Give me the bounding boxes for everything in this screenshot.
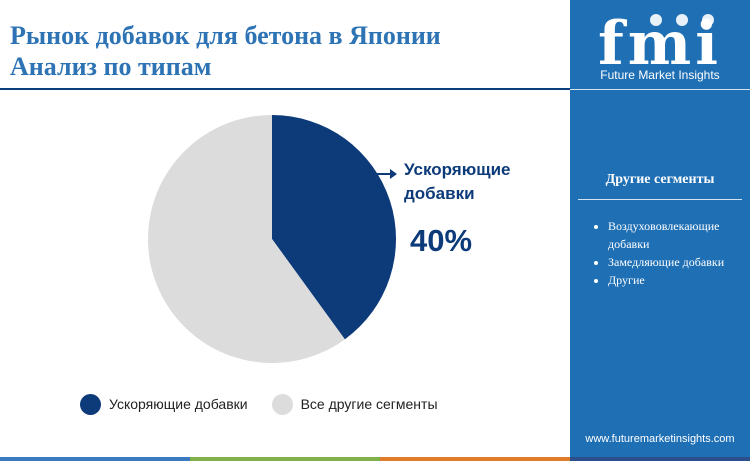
other-segments-list: Воздухововлекающие добавки Замедляющие д… — [590, 217, 750, 289]
callout-value: 40% — [410, 223, 472, 258]
callout-label-line-1: Ускоряющие — [404, 160, 510, 179]
sidebar-divider-segments — [578, 199, 742, 200]
title-divider — [0, 88, 570, 90]
sidebar-divider-top — [570, 89, 750, 90]
logo-globe-icon — [650, 14, 662, 26]
page-title: Рынок добавок для бетона в Японии Анализ… — [10, 20, 555, 82]
legend-swatch-other — [271, 393, 293, 415]
segment-item: Воздухововлекающие добавки — [608, 217, 750, 253]
legend-label-accelerating: Ускоряющие добавки — [109, 396, 248, 412]
callout: Ускоряющие добавки 40% — [376, 160, 510, 258]
legend-swatch-accelerating — [80, 393, 101, 415]
title-line-1: Рынок добавок для бетона в Японии — [10, 21, 441, 50]
website-url[interactable]: www.futuremarketinsights.com — [585, 433, 735, 445]
bottom-bar-segment — [0, 457, 190, 461]
legend-label-other: Все другие сегменты — [300, 396, 438, 412]
legend-item-accelerating: Ускоряющие добавки — [80, 393, 248, 415]
pie-chart: Ускоряющие добавки 40% — [0, 95, 570, 385]
logo-globe-icon-2 — [676, 14, 688, 26]
bottom-bar-segment — [190, 457, 380, 461]
fmi-logo: fmi — [598, 9, 718, 79]
chart-legend: Ускоряющие добавки Все другие сегменты — [80, 392, 462, 416]
bottom-bar-segment — [380, 457, 570, 461]
sidebar: fmi Future Market Insights Другие сегмен… — [570, 0, 750, 461]
bottom-color-bar — [0, 457, 750, 461]
logo-globe-icon-3 — [702, 14, 714, 26]
pie-slice-accelerating — [272, 115, 396, 340]
callout-label-line-2: добавки — [404, 184, 475, 203]
pie-slice-other — [148, 115, 345, 363]
segment-item: Другие — [608, 271, 750, 289]
legend-item-other: Все другие сегменты — [271, 393, 438, 415]
callout-arrow-head — [390, 169, 397, 179]
bottom-bar-segment — [570, 457, 750, 461]
segment-item: Замедляющие добавки — [608, 253, 750, 271]
title-line-2: Анализ по типам — [10, 52, 212, 81]
pie-chart-svg: Ускоряющие добавки 40% — [148, 115, 510, 363]
other-segments-title: Другие сегменты — [605, 172, 715, 187]
brand-name: Future Market Insights — [600, 68, 720, 82]
